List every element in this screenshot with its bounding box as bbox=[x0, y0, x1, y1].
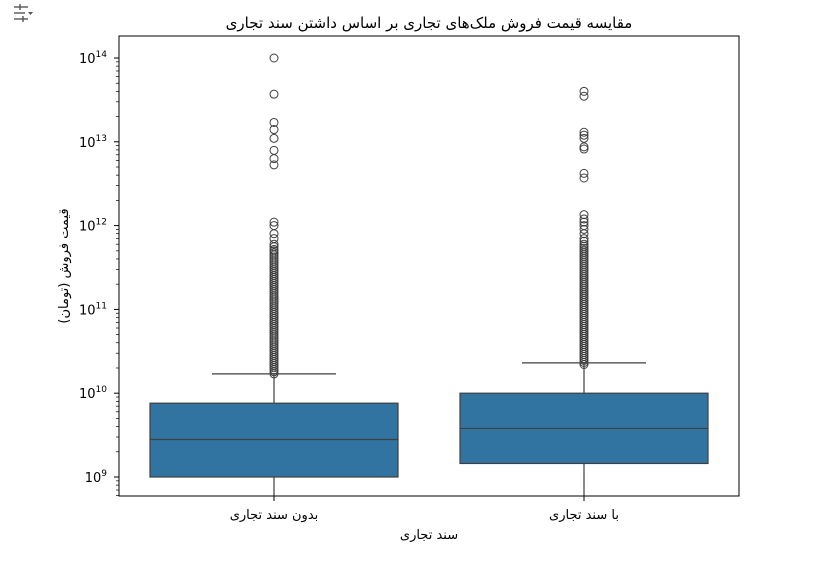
x-axis-label: سند تجاری bbox=[400, 528, 458, 543]
outlier-point bbox=[579, 168, 589, 178]
outlier-point bbox=[579, 214, 589, 224]
outlier-point bbox=[269, 160, 279, 170]
y-tick-label: 1014 bbox=[79, 50, 107, 67]
outlier-point bbox=[579, 133, 589, 143]
outlier-point bbox=[579, 86, 589, 96]
outlier-point bbox=[269, 221, 279, 231]
chart-title: مقایسه قیمت فروش ملک‌های تجاری بر اساس د… bbox=[226, 14, 633, 32]
outlier-point bbox=[579, 221, 589, 231]
outlier-point bbox=[269, 89, 279, 99]
outlier-point bbox=[269, 53, 279, 63]
plot-frame bbox=[118, 35, 740, 497]
outlier-point bbox=[269, 229, 279, 239]
outlier-point bbox=[579, 127, 589, 137]
outlier-point bbox=[579, 239, 589, 249]
outlier-point bbox=[579, 224, 589, 234]
outlier-point bbox=[579, 91, 589, 101]
y-tick-label: 109 bbox=[85, 469, 108, 486]
outlier-point bbox=[269, 239, 279, 249]
outlier-point bbox=[269, 125, 279, 135]
sliders-icon[interactable] bbox=[12, 3, 34, 23]
outlier-point bbox=[579, 234, 589, 244]
x-tick-label: با سند تجاری bbox=[549, 508, 619, 523]
outlier-point bbox=[579, 210, 589, 220]
box-group: بدون سند تجاری bbox=[149, 53, 399, 523]
box-group: با سند تجاری bbox=[459, 86, 709, 523]
outlier-point bbox=[269, 154, 279, 164]
outlier-point bbox=[579, 144, 589, 154]
y-tick-label: 1010 bbox=[79, 385, 107, 402]
y-tick-label: 1013 bbox=[79, 134, 107, 151]
outlier-point bbox=[579, 173, 589, 183]
y-axis-label: قیمت فروش (تومان) bbox=[57, 208, 72, 323]
x-tick-label: بدون سند تجاری bbox=[230, 508, 319, 523]
y-tick-label: 1012 bbox=[79, 218, 107, 235]
outlier-point bbox=[269, 133, 279, 143]
outlier-point bbox=[579, 217, 589, 227]
outlier-point bbox=[579, 142, 589, 152]
outlier-point bbox=[579, 130, 589, 140]
outlier-point bbox=[269, 217, 279, 227]
outlier-point bbox=[269, 234, 279, 244]
outlier-point bbox=[269, 145, 279, 155]
outlier-point bbox=[269, 117, 279, 127]
y-tick-label: 1011 bbox=[79, 301, 107, 318]
outlier-point bbox=[269, 244, 279, 254]
